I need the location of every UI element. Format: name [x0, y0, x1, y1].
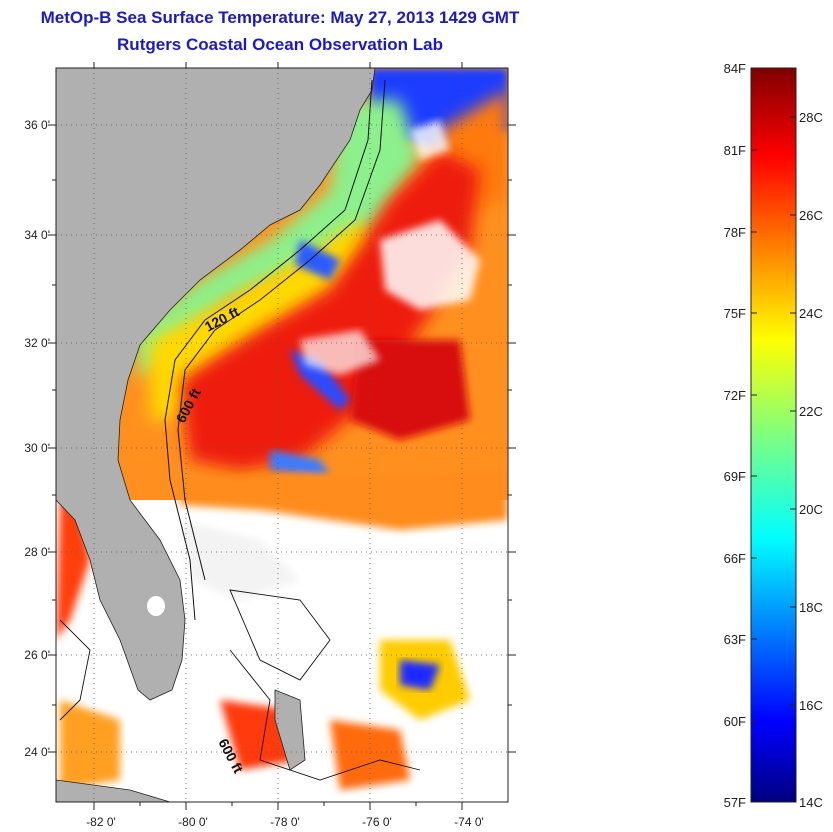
- lon-label-80: -80 0': [178, 815, 208, 829]
- cbar-f-69: 69F: [724, 469, 746, 484]
- cbar-c-16: 16C: [799, 698, 823, 713]
- lat-label-26: 26 0': [24, 648, 50, 662]
- graticule: [56, 68, 508, 802]
- lat-label-32: 32 0': [24, 336, 50, 350]
- cbar-f-84: 84F: [724, 61, 746, 76]
- frame-ticks: [48, 62, 516, 810]
- map-field: [56, 68, 508, 802]
- lat-label-24: 24 0': [24, 745, 50, 759]
- cbar-f-63: 63F: [724, 632, 746, 647]
- cbar-c-20: 20C: [799, 502, 823, 517]
- cbar-c-22: 22C: [799, 404, 823, 419]
- colorbar-ticks: [751, 67, 796, 803]
- lon-label-78: -78 0': [270, 815, 300, 829]
- lon-label-76: -76 0': [362, 815, 392, 829]
- colorbar: [750, 67, 797, 803]
- cbar-c-14: 14C: [799, 795, 823, 810]
- cbar-f-66: 66F: [724, 551, 746, 566]
- lat-label-28: 28 0': [24, 545, 50, 559]
- land-bahamas: [274, 689, 306, 771]
- isobath-600ft: [177, 79, 386, 581]
- cbar-c-18: 18C: [799, 600, 823, 615]
- map-subtitle: Rutgers Coastal Ocean Observation Lab: [117, 35, 443, 54]
- cbar-f-75: 75F: [724, 306, 746, 321]
- isobath-120ft: [164, 79, 373, 621]
- cbar-f-81: 81F: [724, 143, 746, 158]
- land-mainland: [56, 68, 376, 701]
- lat-label-30: 30 0': [24, 441, 50, 455]
- cbar-f-60: 60F: [724, 714, 746, 729]
- lon-label-82: -82 0': [86, 815, 116, 829]
- lat-label-36: 36 0': [24, 118, 50, 132]
- cbar-f-78: 78F: [724, 225, 746, 240]
- lon-label-74: -74 0': [454, 815, 484, 829]
- cbar-f-57: 57F: [724, 795, 746, 810]
- lat-label-34: 34 0': [24, 228, 50, 242]
- cbar-c-24: 24C: [799, 306, 823, 321]
- cbar-c-28: 28C: [799, 110, 823, 125]
- cbar-c-26: 26C: [799, 208, 823, 223]
- map-title: MetOp-B Sea Surface Temperature: May 27,…: [40, 8, 520, 27]
- map-frame: [55, 67, 509, 803]
- cbar-f-72: 72F: [724, 388, 746, 403]
